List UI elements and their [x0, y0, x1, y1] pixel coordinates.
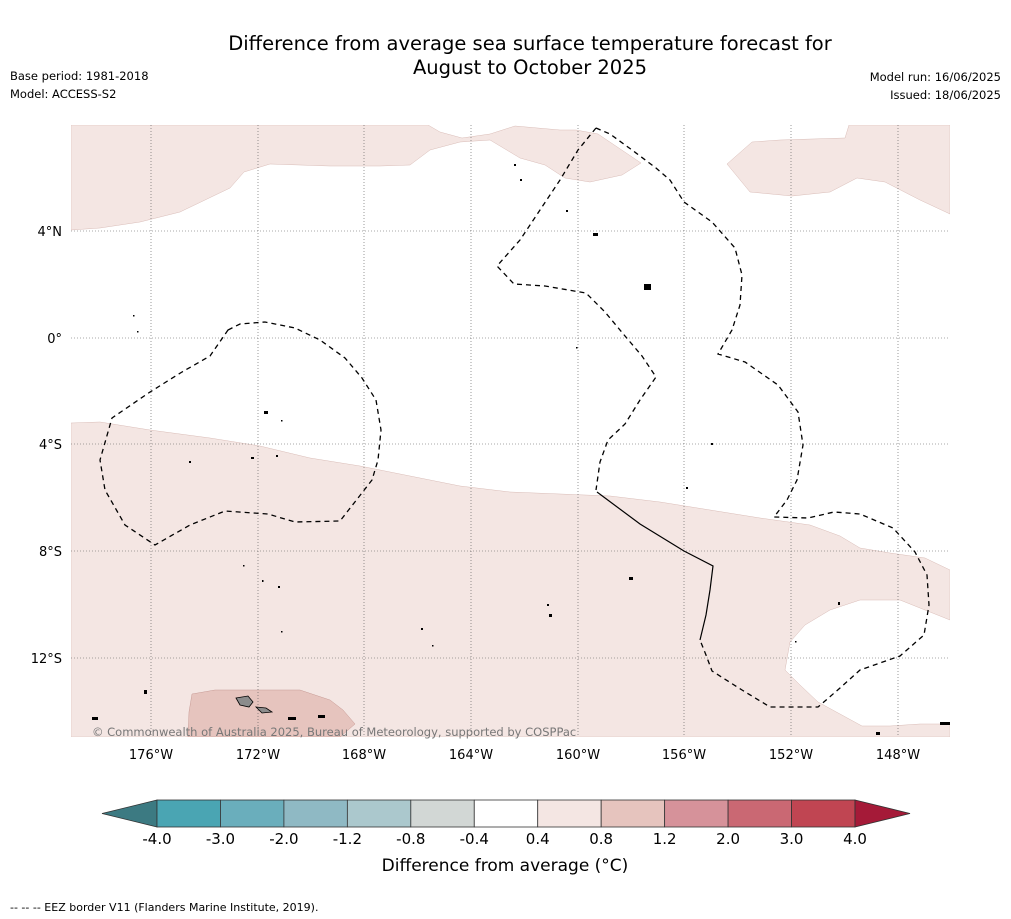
- eez-border-solid: [596, 491, 714, 641]
- lon-label: 156°W: [662, 748, 706, 763]
- colorbar-tick-label: 2.0: [716, 830, 740, 848]
- colorbar-tick-label: -4.0: [142, 830, 171, 848]
- colorbar-tick-label: 3.0: [780, 830, 804, 848]
- warm-anomaly-region: [726, 125, 950, 215]
- colorbar-segment: [600, 799, 666, 828]
- warm-anomaly-region-stronger: [187, 689, 356, 737]
- lat-label: 12°S: [31, 652, 62, 667]
- colorbar-tick-label: 0.4: [526, 830, 550, 848]
- lon-label: 160°W: [556, 748, 600, 763]
- colorbar-segment: [220, 799, 285, 828]
- eez-footnote: -- -- -- EEZ border V11 (Flanders Marine…: [10, 901, 319, 914]
- model-run-label: Model run: 16/06/2025: [869, 70, 1001, 84]
- colorbar-tick-label: 1.2: [653, 830, 677, 848]
- lon-label: 172°W: [236, 748, 280, 763]
- lat-label: 8°S: [39, 545, 62, 560]
- colorbar-segment: [283, 799, 348, 828]
- colorbar-tick-label: -0.8: [396, 830, 425, 848]
- colorbar-extend-low: [101, 799, 158, 828]
- colorbar-segment: [727, 799, 792, 828]
- model-label: Model: ACCESS-S2: [10, 87, 117, 101]
- lat-label: 4°S: [39, 438, 62, 453]
- lon-label: 168°W: [342, 748, 386, 763]
- lon-label: 148°W: [876, 748, 920, 763]
- eez-borders: [99, 127, 930, 708]
- colorbar-segment: [473, 799, 539, 828]
- issued-label: Issued: 18/06/2025: [890, 88, 1001, 102]
- colorbar-segment: [410, 799, 475, 828]
- chart-title-line1: Difference from average sea surface temp…: [228, 32, 832, 55]
- colorbar-segment: [156, 799, 221, 828]
- copyright-notice: © Commonwealth of Australia 2025, Bureau…: [92, 725, 576, 739]
- anomaly-layer: [71, 125, 950, 737]
- colorbar-tick-label: -0.4: [460, 830, 489, 848]
- lat-label: 0°: [47, 332, 62, 347]
- colorbar-segment: [664, 799, 729, 828]
- lon-label: 176°W: [129, 748, 173, 763]
- colorbar-segment: [791, 799, 856, 828]
- warm-anomaly-region: [71, 421, 950, 737]
- base-period-label: Base period: 1981-2018: [10, 69, 149, 83]
- islands: [92, 164, 950, 735]
- lon-label: 152°W: [769, 748, 813, 763]
- colorbar-segment: [346, 799, 412, 828]
- lon-label: 164°W: [449, 748, 493, 763]
- colorbar-label: Difference from average (°C): [381, 856, 629, 876]
- colorbar: -4.0 -3.0 -2.0 -1.2 -0.8 -0.4 0.4 0.8 1.2 2.0 3.0 4…: [101, 799, 911, 848]
- warm-anomaly-region: [71, 125, 642, 231]
- colorbar-segment: [537, 799, 602, 828]
- colorbar-tick-label: -1.2: [333, 830, 362, 848]
- colorbar-tick-label: -3.0: [206, 830, 235, 848]
- chart-title-line2: August to October 2025: [412, 56, 648, 79]
- colorbar-extend-high: [854, 799, 911, 828]
- colorbar-tick-label: -2.0: [269, 830, 298, 848]
- lat-label: 4°N: [38, 225, 63, 240]
- colorbar-tick-label: 4.0: [843, 830, 867, 848]
- colorbar-tick-label: 0.8: [589, 830, 613, 848]
